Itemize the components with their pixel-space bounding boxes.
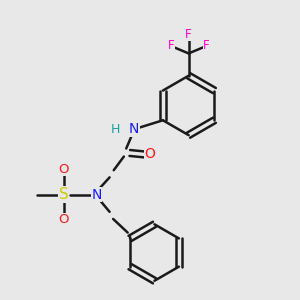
Text: S: S	[59, 187, 69, 202]
Text: O: O	[145, 148, 155, 161]
Text: F: F	[185, 28, 192, 40]
Text: O: O	[58, 213, 69, 226]
Text: N: N	[91, 188, 102, 202]
Text: F: F	[203, 40, 210, 52]
Text: F: F	[167, 40, 174, 52]
Text: H: H	[111, 123, 121, 136]
Text: O: O	[58, 163, 69, 176]
Text: N: N	[128, 122, 139, 136]
